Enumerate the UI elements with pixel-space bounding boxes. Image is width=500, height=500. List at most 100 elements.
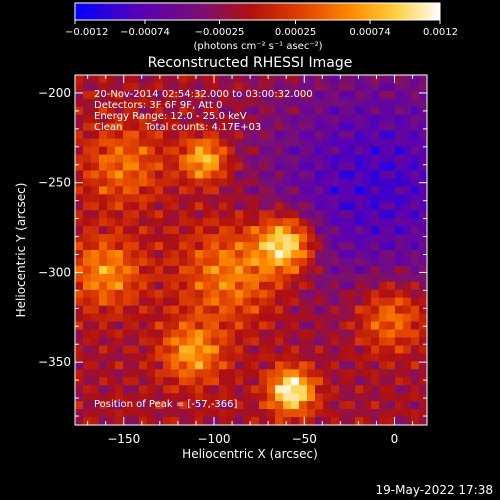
heatmap-cell (315, 250, 324, 259)
heatmap-cell (155, 75, 164, 84)
heatmap-cell (195, 170, 204, 179)
heatmap-cell (331, 194, 340, 203)
heatmap-cell (83, 106, 92, 116)
heatmap-cell (339, 329, 348, 339)
heatmap-cell (371, 242, 380, 251)
heatmap-cell (395, 313, 404, 323)
heatmap-cell (243, 361, 252, 370)
heatmap-cell (379, 385, 388, 394)
heatmap-cell (403, 250, 412, 259)
heatmap-cell (283, 98, 292, 108)
heatmap-cell (139, 106, 148, 116)
heatmap-cell (339, 210, 348, 219)
heatmap-cell (355, 234, 364, 243)
heatmap-cell (235, 146, 244, 156)
heatmap-cell (163, 409, 172, 418)
heatmap-cell (211, 114, 220, 124)
heatmap-cell (259, 321, 268, 331)
heatmap-cell (227, 106, 236, 116)
heatmap-cell (91, 146, 100, 156)
heatmap-cell (115, 345, 124, 354)
heatmap-cell (107, 226, 116, 235)
heatmap-cell (291, 273, 300, 283)
heatmap-cell (291, 409, 300, 418)
heatmap-cell (243, 250, 252, 259)
heatmap-cell (411, 154, 420, 164)
heatmap-cell (275, 218, 284, 227)
heatmap-cell (131, 289, 140, 299)
heatmap-cell (147, 146, 156, 156)
heatmap-cell (203, 250, 212, 259)
heatmap-cell (83, 130, 92, 140)
heatmap-cell (179, 82, 188, 92)
heatmap-cell (99, 82, 108, 92)
heatmap-cell (387, 138, 396, 148)
heatmap-cell (403, 154, 412, 164)
heatmap-cell (259, 409, 268, 418)
heatmap-cell (307, 122, 316, 132)
heatmap-cell (187, 170, 196, 179)
heatmap-cell (235, 178, 244, 187)
heatmap-cell (275, 162, 284, 172)
info-annotation: 20-Nov-2014 02:54:32.000 to 03:00:32.000… (94, 89, 313, 133)
heatmap-cell (163, 313, 172, 323)
heatmap-cell (275, 90, 284, 100)
heatmap-cell (363, 361, 372, 370)
heatmap-cell (203, 377, 212, 386)
heatmap-cell (107, 265, 116, 275)
heatmap-cell (211, 361, 220, 370)
heatmap-cell (347, 385, 356, 394)
heatmap-cell (259, 90, 268, 100)
heatmap-cell (363, 218, 372, 227)
heatmap-cell (307, 138, 316, 148)
heatmap-cell (379, 90, 388, 100)
heatmap-cell (91, 122, 100, 132)
heatmap-cell (195, 122, 204, 132)
heatmap-cell (347, 401, 356, 410)
heatmap-cell (283, 202, 292, 211)
heatmap-cell (387, 178, 396, 187)
heatmap-cell (171, 273, 180, 283)
heatmap-cell (267, 114, 276, 124)
heatmap-cell (259, 385, 268, 394)
heatmap-cell (387, 305, 396, 315)
heatmap-cell (275, 210, 284, 219)
heatmap-cell (107, 170, 116, 179)
heatmap-cell (307, 321, 316, 331)
heatmap-cell (219, 194, 228, 203)
heatmap-cell (83, 385, 92, 394)
heatmap-cell (123, 202, 132, 211)
heatmap-cell (211, 98, 220, 108)
heatmap-cell (211, 194, 220, 203)
heatmap-cell (267, 305, 276, 315)
heatmap-cell (347, 90, 356, 100)
heatmap-cell (259, 226, 268, 235)
heatmap-cell (179, 75, 188, 84)
heatmap-cell (347, 234, 356, 243)
heatmap-cell (339, 393, 348, 402)
heatmap-cell (395, 297, 404, 307)
heatmap-cell (411, 75, 420, 84)
heatmap-cell (155, 114, 164, 124)
heatmap-cell (187, 98, 196, 108)
heatmap-cell (259, 242, 268, 251)
heatmap-cell (203, 369, 212, 378)
heatmap-cell (347, 194, 356, 203)
heatmap-cell (219, 138, 228, 148)
heatmap-cell (387, 289, 396, 299)
heatmap-cell (371, 353, 380, 362)
heatmap-cell (171, 265, 180, 275)
heatmap-cell (139, 170, 148, 179)
heatmap-cell (195, 106, 204, 116)
heatmap-cell (179, 218, 188, 227)
heatmap-cell (371, 257, 380, 267)
heatmap-cell (363, 114, 372, 124)
heatmap-cell (115, 170, 124, 179)
heatmap-cell (83, 361, 92, 370)
heatmap-cell (363, 75, 372, 84)
heatmap-cell (411, 409, 420, 418)
heatmap-cell (403, 361, 412, 370)
heatmap-cell (75, 186, 84, 195)
heatmap-cell (291, 178, 300, 187)
heatmap-cell (139, 393, 148, 402)
